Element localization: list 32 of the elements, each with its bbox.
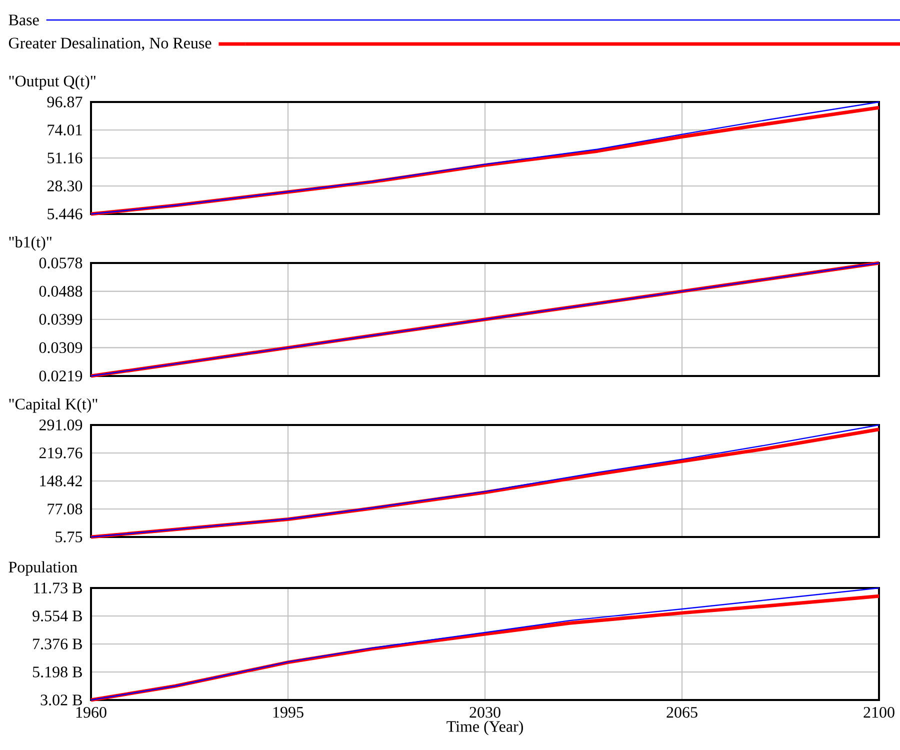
y-tick-label: 5.75 xyxy=(56,532,82,542)
y-tick-label: 51.16 xyxy=(48,152,82,164)
legend-label: Greater Desalination, No Reuse xyxy=(8,37,212,51)
chart-title: "Output Q(t)" xyxy=(9,75,96,90)
y-tick-label: 0.0309 xyxy=(39,342,82,354)
y-tick-label: 219.76 xyxy=(39,448,82,458)
y-tick-label: 11.73 B xyxy=(34,582,82,594)
x-tick-label: 2030 xyxy=(470,706,500,718)
y-tick-label: 28.30 xyxy=(47,180,82,192)
y-tick-label: 291.09 xyxy=(39,420,82,430)
y-tick-label: 96.87 xyxy=(47,96,82,108)
y-tick-label: 74.01 xyxy=(48,124,82,136)
y-tick-label: 3.02 B xyxy=(40,694,82,706)
y-tick-label: 148.42 xyxy=(40,476,82,486)
y-tick-label: 5.446 xyxy=(48,208,82,220)
chart-title: "b1(t)" xyxy=(9,236,52,251)
legend-label: Base xyxy=(8,14,39,26)
y-tick-label: 7.376 B xyxy=(33,638,82,650)
y-tick-label: 77.08 xyxy=(48,504,82,514)
x-axis-title: Time (Year) xyxy=(446,720,523,736)
y-tick-label: 9.554 B xyxy=(32,610,82,622)
y-tick-label: 0.0219 xyxy=(39,370,82,382)
chart-title: Population xyxy=(8,561,78,576)
x-tick-label: 2065 xyxy=(666,706,698,718)
y-tick-label: 0.0399 xyxy=(39,314,82,325)
y-tick-label: 5.198 B xyxy=(32,666,82,678)
x-tick-label: 2100 xyxy=(864,706,894,718)
y-tick-label: 0.0578 xyxy=(39,258,82,268)
x-tick-label: 1960 xyxy=(76,706,106,718)
chart-title: "Capital K(t)" xyxy=(9,398,98,413)
y-tick-label: 0.0488 xyxy=(39,286,82,297)
x-tick-label: 1995 xyxy=(273,706,304,718)
